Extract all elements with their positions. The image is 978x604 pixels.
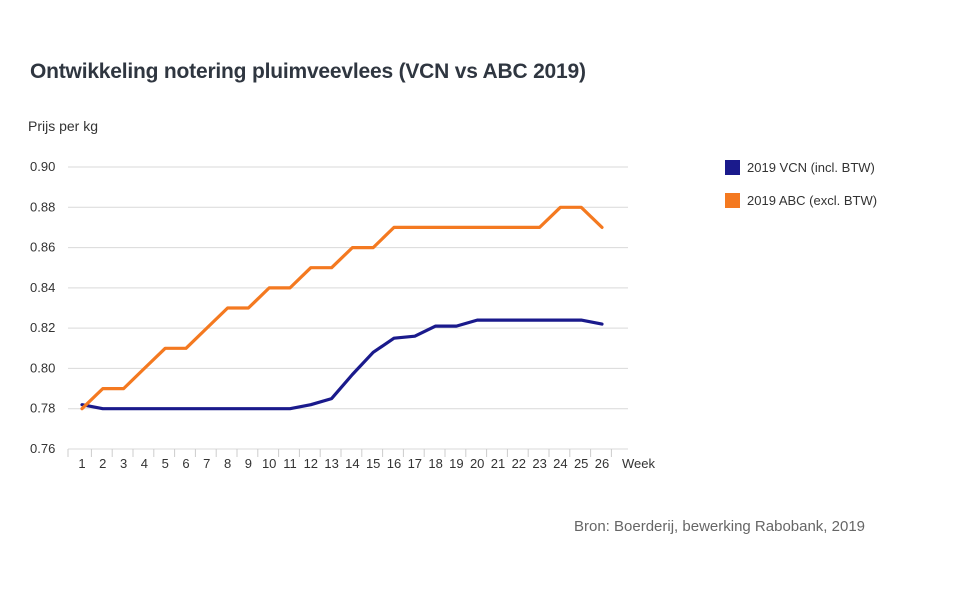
chart-title: Ontwikkeling notering pluimveevlees (VCN…	[30, 60, 586, 83]
x-tick-label: 26	[595, 456, 609, 471]
x-tick-labels: 1 2 3 4 5 6 7 8 9 10 11 12 13 14 15 16 17 18 19 20 21 22 23 24 2…	[67, 449, 655, 471]
legend-swatch	[725, 160, 740, 175]
x-tick-label: 20	[470, 456, 484, 471]
x-tick-label: 25	[574, 456, 588, 471]
x-tick-label: 11	[283, 456, 297, 471]
y-tick-label: 0.84	[30, 280, 55, 295]
x-tick-label: 15	[366, 456, 380, 471]
x-tick-label: 4	[141, 456, 148, 471]
x-tick-label: 23	[532, 456, 546, 471]
x-tick-label: 5	[162, 456, 169, 471]
x-tick-label: 1	[78, 456, 85, 471]
x-tick-label: 7	[203, 456, 210, 471]
series-line-2	[80, 205, 604, 411]
series-line-1	[80, 318, 604, 411]
x-tick-label: 21	[491, 456, 505, 471]
legend-swatch	[725, 193, 740, 208]
y-axis-label: Prijs per kg	[28, 118, 99, 134]
y-tick-label: 0.82	[30, 320, 55, 335]
x-tick-label: 8	[224, 456, 231, 471]
series-lines	[80, 205, 604, 411]
y-tick-label: 0.90	[30, 159, 55, 174]
x-tick-label: 9	[245, 456, 252, 471]
legend-label: 2019 ABC (excl. BTW)	[747, 193, 877, 208]
x-tick-label: 10	[262, 456, 276, 471]
x-tick-label: 17	[408, 456, 422, 471]
y-tick-label: 0.78	[30, 401, 55, 416]
x-tick-label: 24	[553, 456, 567, 471]
x-tick-label: 22	[512, 456, 526, 471]
x-tick-label: 19	[449, 456, 463, 471]
source-note: Bron: Boerderij, bewerking Rabobank, 201…	[574, 518, 866, 535]
y-tick-labels: 0.90 0.88 0.86 0.84 0.82 0.80 0.78 0.76	[30, 159, 55, 456]
x-tick-label: 3	[120, 456, 127, 471]
x-tick-label: 6	[182, 456, 189, 471]
y-tick-label: 0.80	[30, 360, 55, 375]
x-axis-label: Week	[622, 456, 655, 471]
legend: 2019 VCN (incl. BTW) 2019 ABC (excl. BTW)	[725, 160, 877, 208]
x-tick-label: 18	[428, 456, 442, 471]
x-tick-label: 2	[99, 456, 106, 471]
x-tick-label: 16	[387, 456, 401, 471]
gridlines	[68, 166, 628, 450]
y-tick-label: 0.88	[30, 199, 55, 214]
x-tick-label: 14	[345, 456, 359, 471]
x-tick-label: 13	[324, 456, 338, 471]
y-tick-label: 0.76	[30, 441, 55, 456]
legend-label: 2019 VCN (incl. BTW)	[747, 160, 875, 175]
x-tick-label: 12	[304, 456, 318, 471]
y-tick-label: 0.86	[30, 240, 55, 255]
